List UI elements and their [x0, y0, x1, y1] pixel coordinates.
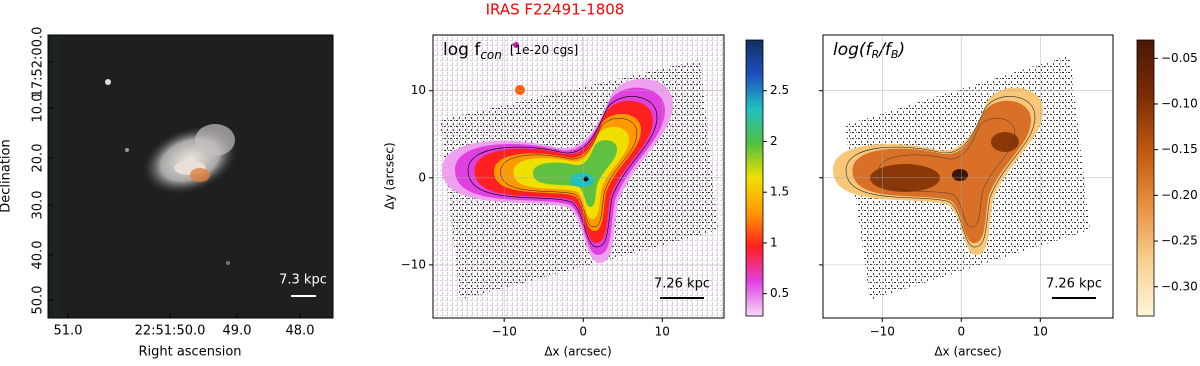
x-tick-label: 10 [655, 325, 670, 339]
x-tick-label: −10 [870, 325, 895, 339]
annotation: B [891, 48, 899, 61]
colorbar-tick-label: 1.5 [770, 185, 789, 199]
y-tick-label: 30.0 [31, 191, 46, 220]
x-tick-label: 0 [579, 325, 587, 339]
y-tick-label: 10.0 [31, 94, 46, 123]
y-tick-label: 40.0 [31, 241, 46, 270]
x-axis-label: Right ascension [138, 345, 241, 360]
y-axis-label: Δy (arcsec) [383, 142, 397, 209]
colorbar-tick-label: −0.10 [1161, 96, 1198, 110]
colorbar [745, 39, 764, 317]
x-tick-label: 10 [1033, 325, 1048, 339]
y-tick-label: 50.0 [31, 286, 46, 315]
annotation: log(fR/fB) [833, 40, 905, 61]
y-tick-label: 20.0 [31, 144, 46, 173]
frame [822, 34, 1114, 319]
x-axis-label: Δx (arcsec) [544, 345, 611, 359]
colorbar-tick-label: 1 [770, 235, 778, 249]
x-tick-label: 48.0 [286, 324, 315, 339]
frame [432, 34, 725, 319]
x-tick-label: −10 [492, 325, 517, 339]
x-tick-label: 0 [957, 325, 965, 339]
colorbar-tick-label: 2.5 [770, 83, 789, 97]
scale-label: 7.3 kpc [279, 273, 327, 288]
annotation: /f [877, 40, 894, 60]
scale-label: 7.26 kpc [1046, 277, 1102, 292]
frame [47, 34, 334, 319]
scale-label: 7.26 kpc [654, 277, 710, 292]
annotation: [1e-20 cgs] [510, 43, 578, 57]
colorbar-tick-label: −0.20 [1161, 188, 1198, 202]
y-tick-label: −10 [401, 257, 426, 271]
chart-title: IRAS F22491-1808 [486, 1, 625, 19]
colorbar [1136, 39, 1155, 317]
y-tick-label: 10 [411, 83, 426, 97]
y-tick-label: 17:52:00.0 [31, 27, 46, 98]
annotation: ) [896, 40, 905, 60]
colorbar-tick-label: −0.30 [1161, 279, 1198, 293]
annotation: log fcon [1e-20 cgs] [443, 40, 578, 62]
ratio-map [823, 35, 1113, 318]
colorbar-tick-label: 2 [770, 134, 778, 148]
optical-image [48, 35, 333, 318]
colorbar-tick-label: −0.15 [1161, 142, 1198, 156]
x-tick-label: 22:51:50.0 [135, 324, 206, 339]
annotation: log(f [833, 40, 875, 60]
annotation: R [872, 48, 880, 61]
x-axis-label: Δx (arcsec) [934, 345, 1001, 359]
x-tick-label: 51.0 [54, 324, 83, 339]
annotation: con [480, 48, 502, 62]
colorbar-tick-label: −0.25 [1161, 234, 1198, 248]
annotation: log f [443, 40, 481, 60]
flux-map [433, 35, 724, 318]
y-axis-label: Declination [0, 139, 14, 213]
x-tick-label: 49.0 [223, 324, 252, 339]
y-tick-label: 0 [418, 170, 426, 184]
colorbar-tick-label: −0.05 [1161, 51, 1198, 65]
colorbar-tick-label: 0.5 [770, 286, 789, 300]
